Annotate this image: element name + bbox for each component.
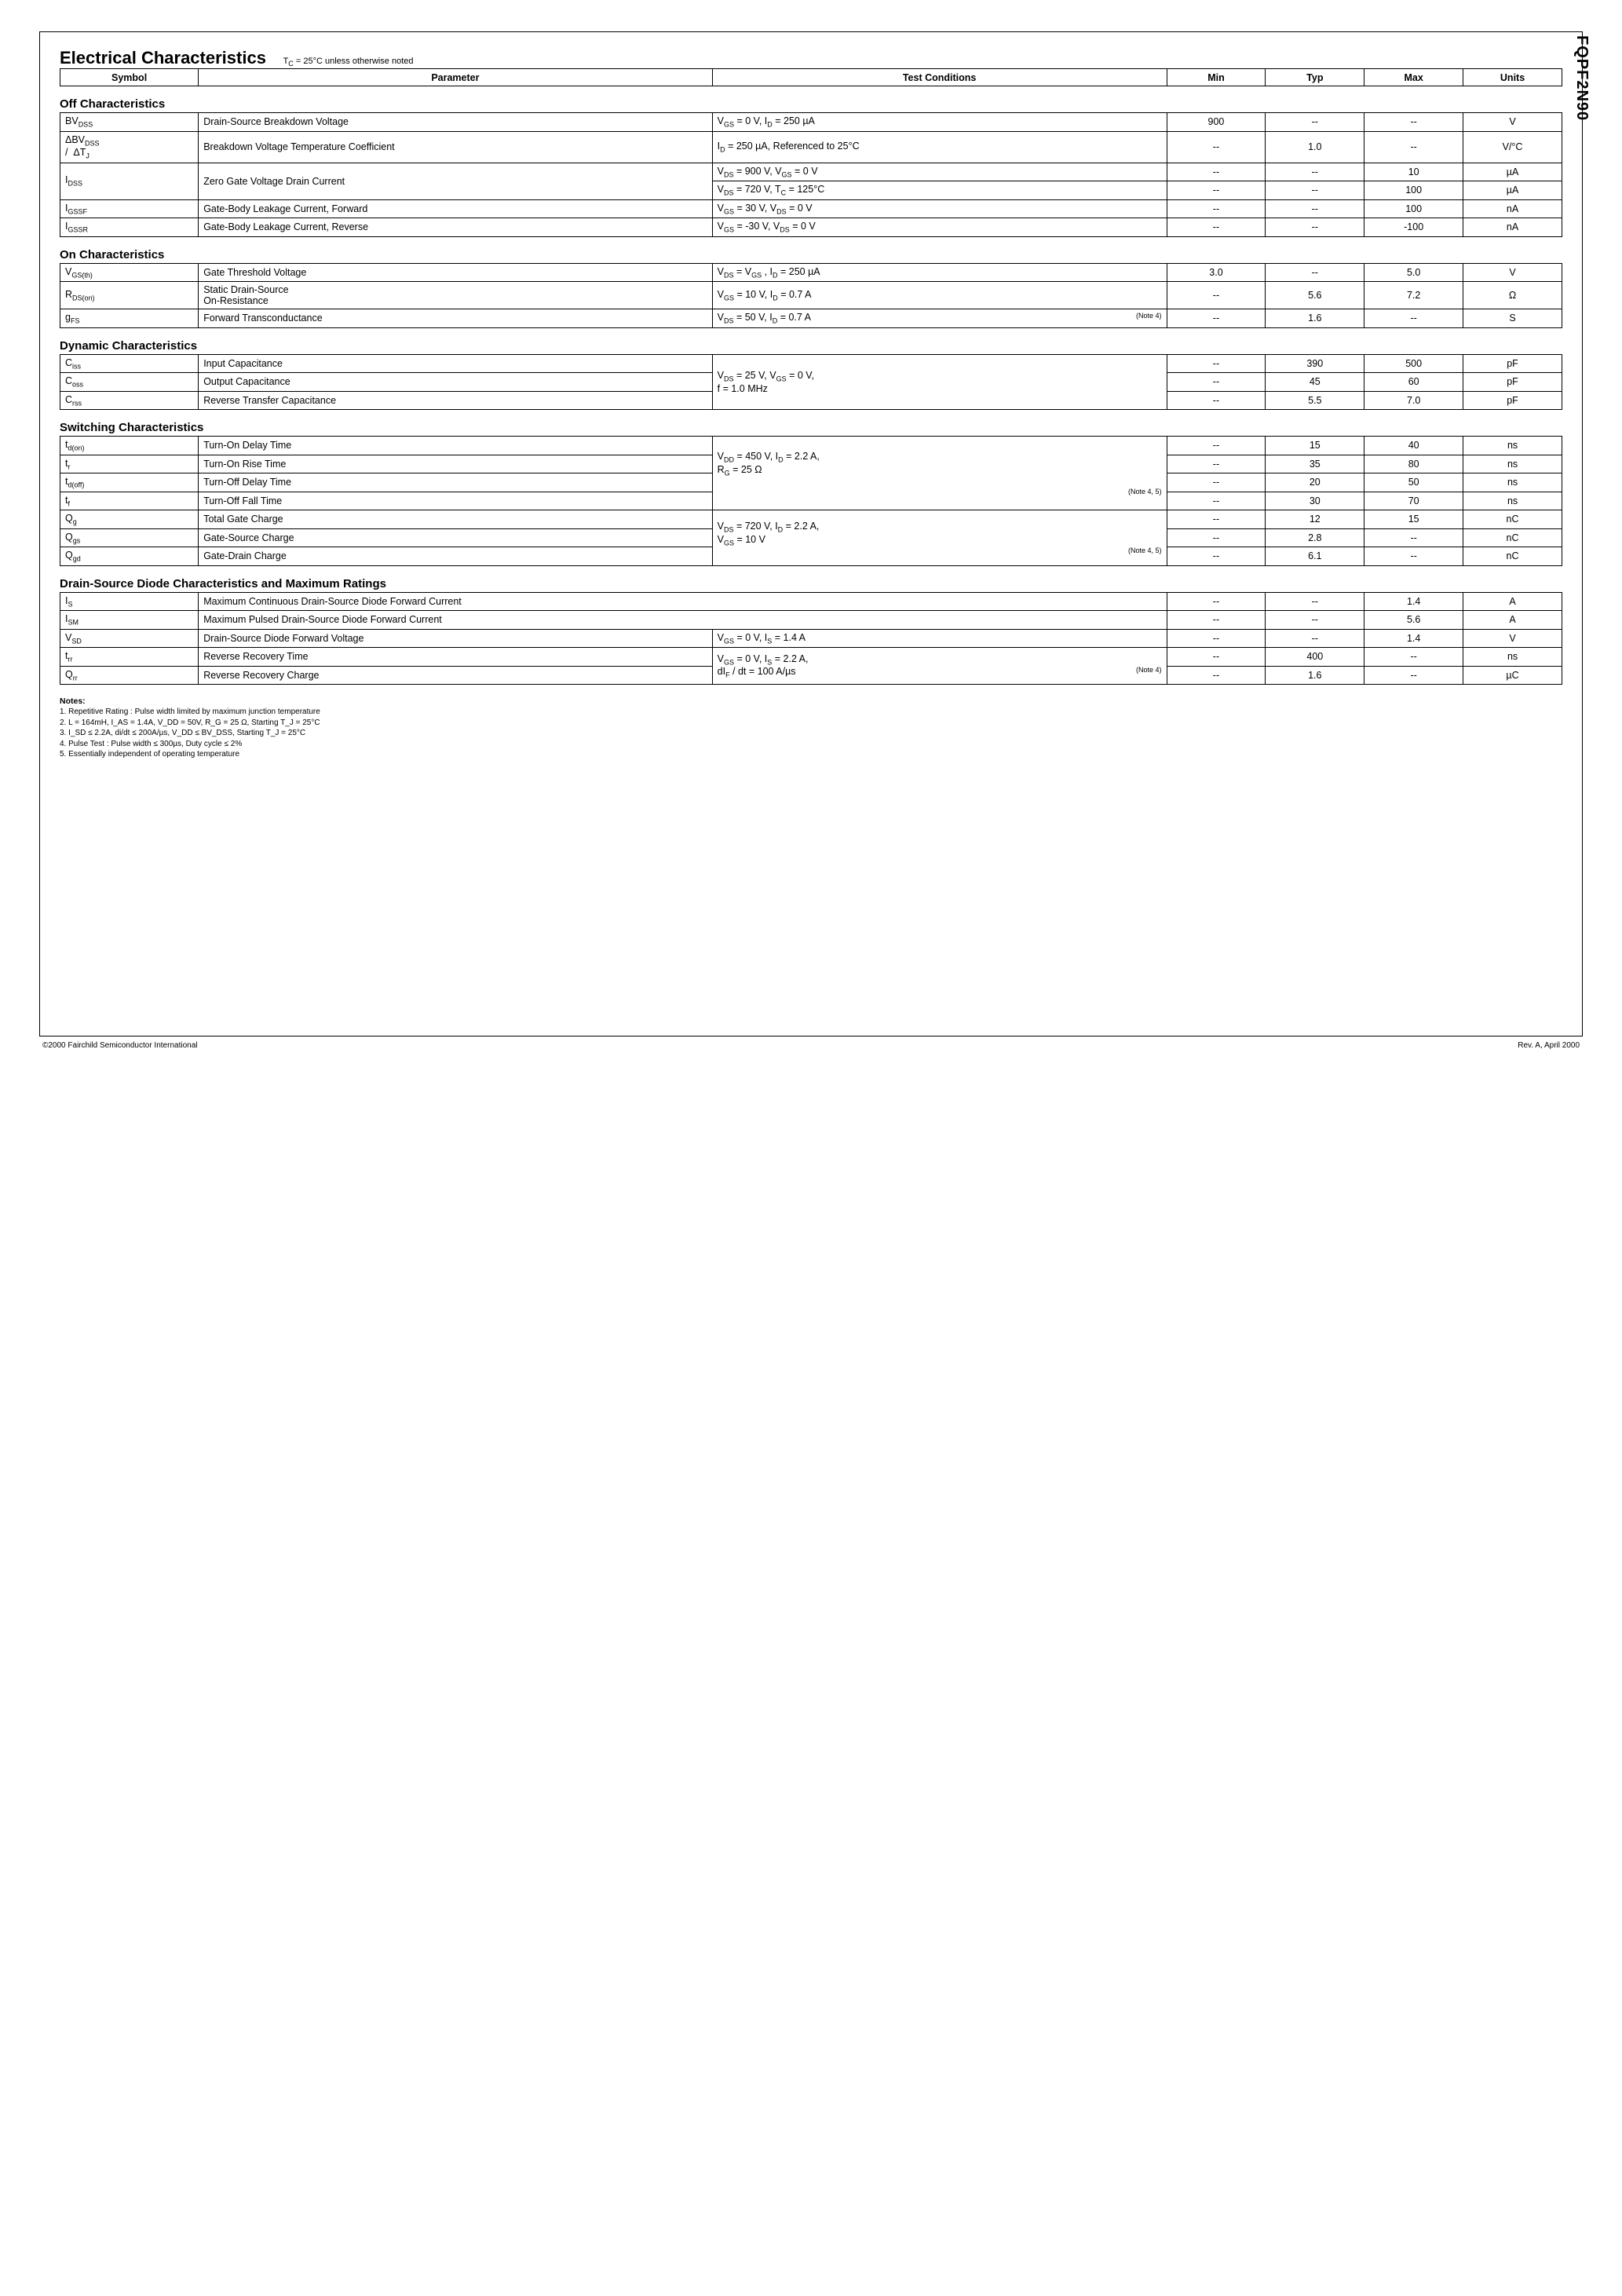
page-footer: ©2000 Fairchild Semiconductor Internatio… [39,1041,1583,1050]
table-row: IS Maximum Continuous Drain-Source Diode… [60,592,1562,611]
th-parameter: Parameter [199,69,712,86]
table-row: IDSS Zero Gate Voltage Drain Current VDS… [60,163,1562,181]
part-number: FQPF2N90 [1573,35,1591,121]
content-frame: Electrical Characteristics TC = 25°C unl… [39,31,1583,1036]
th-typ: Typ [1266,69,1364,86]
on-table: VGS(th) Gate Threshold Voltage VDS = VGS… [60,263,1562,328]
dynamic-title: Dynamic Characteristics [60,339,1562,353]
notes-head: Notes: [60,696,1562,707]
diode-title: Drain-Source Diode Characteristics and M… [60,577,1562,590]
notes: Notes: 1. Repetitive Rating : Pulse widt… [60,696,1562,760]
table-row: IGSSF Gate-Body Leakage Current, Forward… [60,199,1562,218]
on-title: On Characteristics [60,248,1562,261]
datasheet-page: FQPF2N90 Electrical Characteristics TC =… [39,31,1583,1131]
dynamic-table: Ciss Input Capacitance VDS = 25 V, VGS =… [60,354,1562,411]
th-units: Units [1463,69,1562,86]
switching-table: td(on) Turn-On Delay Time VDD = 450 V, I… [60,436,1562,566]
table-row: ΔBVDSS/ ΔTJ Breakdown Voltage Temperatur… [60,131,1562,163]
table-row: BVDSS Drain-Source Breakdown Voltage VGS… [60,113,1562,132]
th-conditions: Test Conditions [712,69,1167,86]
off-table: BVDSS Drain-Source Breakdown Voltage VGS… [60,112,1562,237]
table-row: VSD Drain-Source Diode Forward Voltage V… [60,629,1562,648]
table-row: gFS Forward Transconductance VDS = 50 V,… [60,309,1562,328]
main-title: Electrical Characteristics [60,48,266,68]
note-item: 4. Pulse Test : Pulse width ≤ 300µs, Dut… [60,739,1562,750]
switching-title: Switching Characteristics [60,421,1562,434]
table-row: trr Reverse Recovery Time VGS = 0 V, IS … [60,648,1562,667]
table-row: VGS(th) Gate Threshold Voltage VDS = VGS… [60,263,1562,282]
th-max: Max [1364,69,1463,86]
note-item: 1. Repetitive Rating : Pulse width limit… [60,707,1562,718]
diode-table: IS Maximum Continuous Drain-Source Diode… [60,592,1562,686]
title-condition: TC = 25°C unless otherwise noted [283,57,414,68]
header-table: Symbol Parameter Test Conditions Min Typ… [60,68,1562,86]
table-row: td(on) Turn-On Delay Time VDD = 450 V, I… [60,437,1562,455]
th-symbol: Symbol [60,69,199,86]
note-item: 3. I_SD ≤ 2.2A, di/dt ≤ 200A/µs, V_DD ≤ … [60,728,1562,739]
table-row: RDS(on) Static Drain-SourceOn-Resistance… [60,282,1562,309]
title-row: Electrical Characteristics TC = 25°C unl… [60,48,1562,68]
table-row: Ciss Input Capacitance VDS = 25 V, VGS =… [60,354,1562,373]
note-item: 5. Essentially independent of operating … [60,749,1562,760]
table-row: IGSSR Gate-Body Leakage Current, Reverse… [60,218,1562,237]
th-min: Min [1167,69,1266,86]
table-row: Qg Total Gate Charge VDS = 720 V, ID = 2… [60,510,1562,529]
footer-left: ©2000 Fairchild Semiconductor Internatio… [42,1041,197,1050]
table-row: ISM Maximum Pulsed Drain-Source Diode Fo… [60,611,1562,630]
off-title: Off Characteristics [60,97,1562,111]
footer-right: Rev. A, April 2000 [1518,1041,1580,1050]
note-item: 2. L = 164mH, I_AS = 1.4A, V_DD = 50V, R… [60,718,1562,729]
